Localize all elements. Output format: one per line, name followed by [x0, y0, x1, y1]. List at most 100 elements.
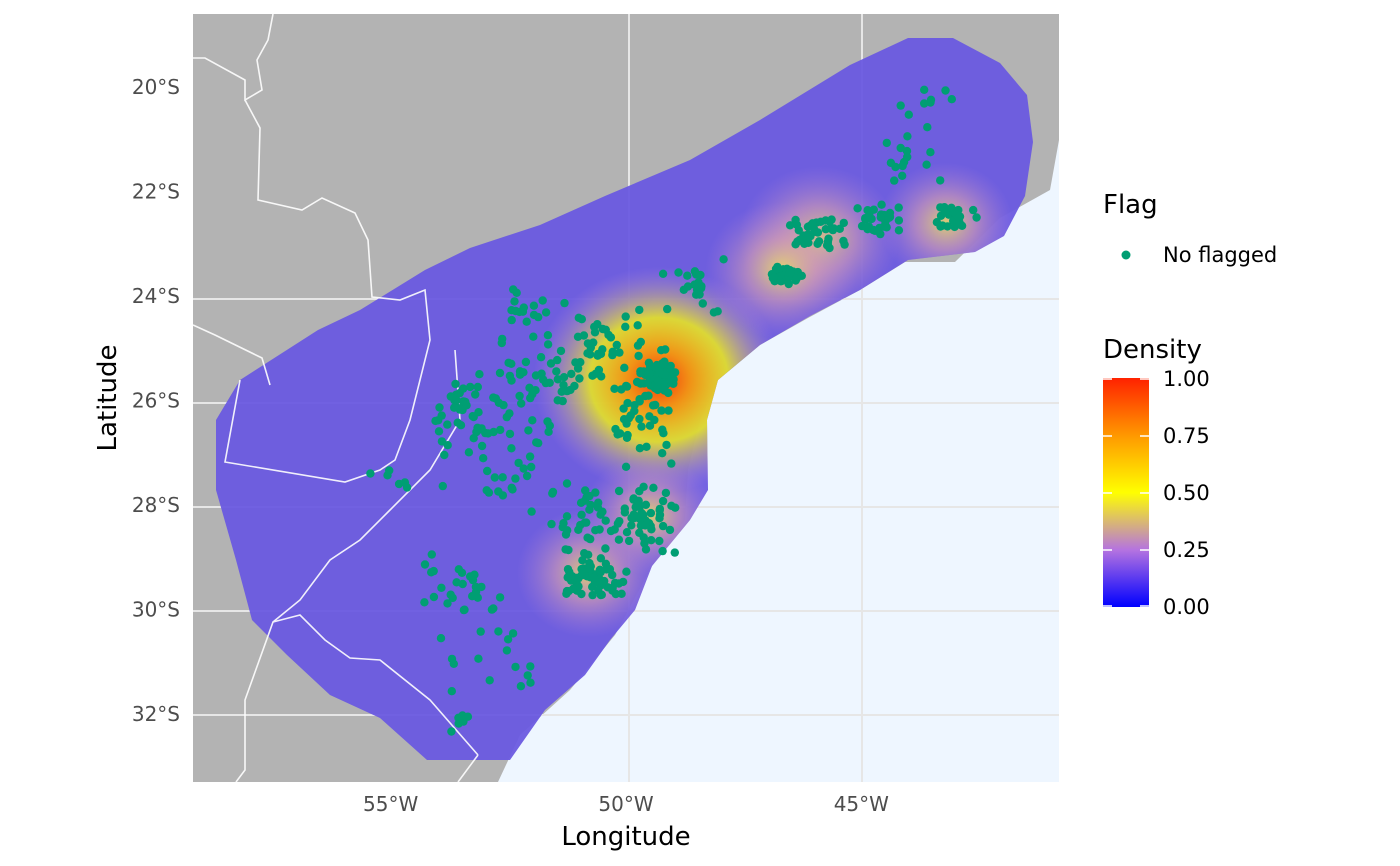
occurrence-point [596, 590, 605, 600]
occurrence-point [562, 512, 572, 521]
occurrence-point [447, 654, 457, 664]
occurrence-point [596, 554, 606, 563]
occurrence-point [511, 662, 520, 672]
occurrence-point [645, 412, 654, 421]
occurrence-point [566, 385, 575, 395]
occurrence-point [454, 565, 463, 574]
occurrence-point [936, 176, 945, 185]
occurrence-point [573, 573, 582, 582]
occurrence-point [804, 238, 813, 247]
occurrence-point [579, 331, 589, 340]
occurrence-point [495, 593, 505, 602]
map-panel [193, 14, 1059, 782]
occurrence-point [972, 213, 981, 222]
occurrence-point [642, 442, 651, 451]
occurrence-point [527, 462, 536, 472]
occurrence-point [526, 678, 535, 687]
occurrence-point [510, 297, 519, 306]
occurrence-point [470, 570, 479, 579]
occurrence-point [840, 240, 849, 249]
occurrence-point [494, 627, 503, 636]
legend-density: Density 1.00 0.75 0.50 0.25 0.00 [1103, 335, 1210, 619]
occurrence-point [400, 478, 410, 487]
occurrence-point [523, 671, 532, 680]
occurrence-point [561, 545, 570, 554]
occurrence-point [597, 372, 606, 381]
occurrence-point [437, 583, 446, 592]
occurrence-point [473, 382, 482, 392]
occurrence-point [894, 226, 904, 235]
occurrence-point [539, 375, 548, 384]
occurrence-point [586, 534, 595, 544]
occurrence-point [894, 203, 903, 212]
occurrence-point [436, 634, 446, 643]
occurrence-point [553, 355, 562, 365]
occurrence-point [485, 676, 494, 685]
occurrence-point [679, 285, 688, 294]
occurrence-point [601, 544, 610, 553]
occurrence-point [827, 215, 836, 224]
occurrence-point [608, 347, 617, 356]
occurrence-point [882, 138, 891, 148]
occurrence-point [697, 282, 706, 291]
occurrence-point [633, 321, 642, 330]
occurrence-point [614, 535, 624, 544]
occurrence-point [655, 510, 665, 520]
occurrence-point [545, 378, 554, 387]
occurrence-point [627, 521, 636, 530]
occurrence-point [437, 437, 447, 446]
occurrence-point [615, 429, 625, 438]
occurrence-point [497, 338, 506, 348]
occurrence-point [601, 325, 610, 334]
occurrence-point [515, 391, 524, 401]
occurrence-point [646, 508, 656, 518]
occurrence-point [557, 387, 566, 396]
occurrence-point [508, 629, 518, 638]
x-tick-label: 50°W [598, 792, 653, 816]
occurrence-point [538, 296, 547, 305]
occurrence-point [667, 459, 676, 468]
occurrence-point [427, 568, 436, 577]
occurrence-point [661, 488, 671, 498]
occurrence-point [655, 536, 664, 546]
occurrence-point [536, 353, 546, 362]
occurrence-point [696, 270, 705, 280]
occurrence-point [578, 556, 587, 565]
density-tick-050: 0.50 [1163, 481, 1210, 505]
occurrence-point [709, 308, 719, 317]
occurrence-point [593, 351, 602, 360]
occurrence-point [588, 590, 597, 600]
occurrence-point [621, 322, 630, 331]
occurrence-point [595, 565, 605, 575]
occurrence-point [476, 627, 485, 636]
occurrence-point [896, 143, 905, 153]
occurrence-point [507, 444, 516, 453]
density-tick-000: 0.00 [1163, 595, 1210, 619]
occurrence-point [632, 377, 642, 387]
occurrence-point [635, 414, 644, 424]
occurrence-point [861, 214, 870, 223]
occurrence-point [522, 317, 531, 326]
occurrence-point [586, 562, 595, 571]
occurrence-point [522, 471, 532, 481]
occurrence-point [598, 345, 607, 354]
occurrence-point [459, 384, 468, 393]
occurrence-point [541, 308, 551, 317]
occurrence-point [502, 646, 512, 655]
occurrence-point [585, 505, 594, 514]
occurrence-point [518, 307, 528, 316]
occurrence-point [658, 521, 668, 531]
occurrence-point [768, 273, 778, 283]
occurrence-point [489, 393, 498, 402]
density-tick-100: 1.00 [1163, 367, 1210, 391]
occurrence-point [431, 416, 440, 426]
occurrence-point [468, 592, 477, 601]
occurrence-point [657, 406, 666, 415]
legend-density-title: Density [1103, 335, 1202, 365]
occurrence-point [507, 315, 516, 325]
occurrence-point [943, 222, 952, 231]
occurrence-point [543, 417, 552, 426]
occurrence-point [525, 452, 535, 461]
occurrence-point [531, 371, 541, 380]
occurrence-point [936, 222, 945, 231]
